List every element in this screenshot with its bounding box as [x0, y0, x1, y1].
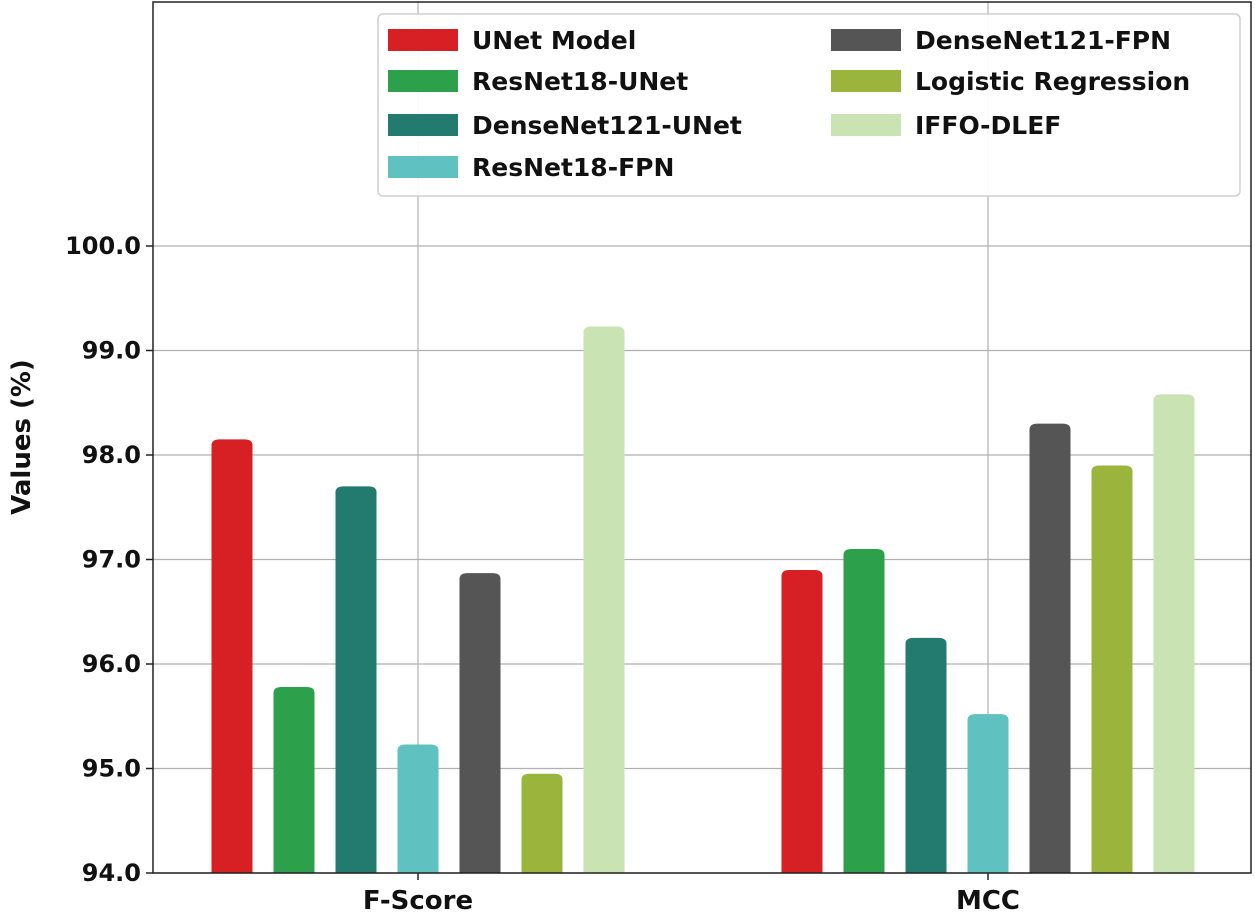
y-tick-label: 94.0 [82, 859, 141, 887]
y-tick-label: 96.0 [82, 650, 141, 678]
bar-resnet18-fpn-f-score [397, 744, 439, 873]
bar-unet-model-f-score [211, 439, 253, 873]
legend-label: Logistic Regression [915, 67, 1190, 96]
bar-logistic-regression-mcc [1091, 465, 1133, 873]
y-axis-label: Values (%) [7, 359, 37, 515]
legend-label: DenseNet121-UNet [472, 111, 742, 140]
bars [211, 326, 1195, 874]
bar-resnet18-fpn-mcc [967, 714, 1009, 873]
bar-resnet18-unet-f-score [273, 686, 315, 873]
x-tick-label: MCC [956, 886, 1020, 916]
legend-label: ResNet18-UNet [472, 67, 688, 96]
legend-label: ResNet18-FPN [472, 153, 674, 182]
bar-densenet121-fpn-mcc [1029, 423, 1071, 873]
bar-logistic-regression-f-score [521, 773, 563, 873]
y-axis-ticks: 94.0 95.0 96.0 97.0 98.0 99.0 100.0 [65, 232, 153, 887]
y-tick-label: 98.0 [82, 441, 141, 469]
y-tick-label: 95.0 [82, 755, 141, 783]
bar-densenet121-unet-f-score [335, 486, 377, 873]
bar-densenet121-fpn-f-score [459, 573, 501, 873]
legend-swatch [388, 70, 458, 92]
bar-densenet121-unet-mcc [905, 637, 947, 873]
legend-swatch [388, 156, 458, 178]
bar-iffo-dlef-f-score [583, 326, 625, 874]
legend-swatch [388, 29, 458, 51]
bar-unet-model-mcc [781, 569, 823, 873]
y-tick-label: 97.0 [82, 546, 141, 574]
x-tick-label: F-Score [363, 886, 473, 916]
x-axis-ticks: F-Score MCC [363, 873, 1020, 916]
legend-label: UNet Model [472, 26, 636, 55]
y-tick-label: 99.0 [82, 337, 141, 365]
legend-swatch [831, 29, 901, 51]
legend-swatch [831, 70, 901, 92]
legend-box [377, 13, 1241, 197]
y-tick-label: 100.0 [65, 232, 141, 260]
legend-swatch [388, 114, 458, 136]
legend-label: DenseNet121-FPN [915, 26, 1171, 55]
legend-label: IFFO-DLEF [915, 111, 1061, 140]
plot-frame [152, 1, 1252, 874]
legend-swatch [831, 114, 901, 136]
bar-resnet18-unet-mcc [843, 549, 885, 873]
legend: UNet Model ResNet18-UNet DenseNet121-UNet R… [377, 13, 1241, 197]
bar-iffo-dlef-mcc [1153, 394, 1195, 873]
